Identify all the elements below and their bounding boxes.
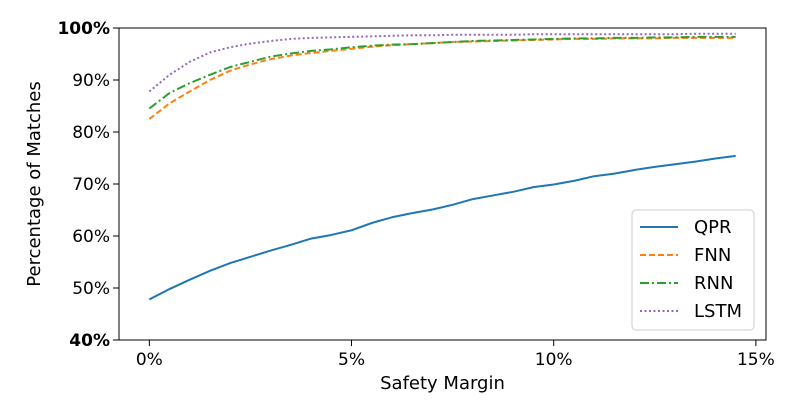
legend-box — [631, 209, 755, 331]
x-tick-label: 15% — [737, 350, 775, 370]
legend-label-rnn: RNN — [694, 273, 733, 294]
x-tick-label: 0% — [136, 350, 163, 370]
legend: QPR FNN RNN LSTM — [631, 209, 755, 331]
y-tick-label: 90% — [72, 71, 110, 91]
y-tick-label: 100% — [57, 19, 110, 39]
x-tick-label: 5% — [338, 350, 365, 370]
y-tick-label: 80% — [72, 123, 110, 143]
x-axis-ticks: 0% 5% 10% 15% — [136, 340, 775, 370]
y-tick-label: 50% — [72, 279, 110, 299]
y-tick-label: 40% — [69, 331, 110, 351]
series-line-lstm — [148, 32, 736, 93]
x-tick-label: 10% — [535, 350, 573, 370]
series-line-fnn — [148, 36, 736, 120]
y-tick-label: 70% — [72, 175, 110, 195]
legend-label-qpr: QPR — [694, 217, 732, 238]
legend-label-fnn: FNN — [694, 245, 731, 266]
series-layer — [148, 32, 736, 301]
y-tick-label: 60% — [72, 227, 110, 247]
y-axis-ticks: 40% 50% 60% 70% 80% 90% 100% — [57, 19, 119, 351]
legend-label-lstm: LSTM — [694, 301, 742, 322]
series-line-qpr — [148, 154, 736, 301]
y-axis-label: Percentage of Matches — [24, 81, 45, 286]
x-axis-label: Safety Margin — [380, 373, 505, 394]
series-line-rnn — [148, 35, 736, 110]
